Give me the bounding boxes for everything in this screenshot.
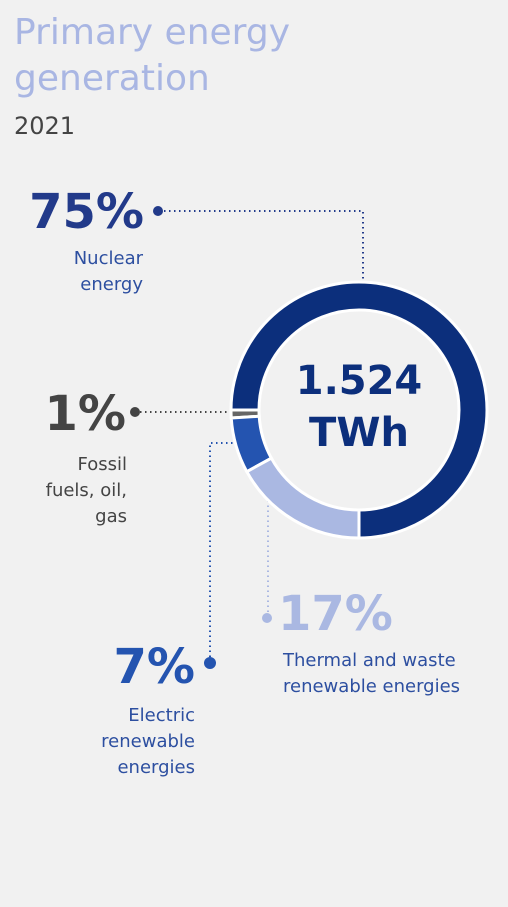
category-label: Thermal and waste renewable energies — [283, 650, 461, 697]
center-label: 1.524 TWh — [295, 358, 423, 456]
donut-segment — [244, 456, 361, 540]
chart-subtitle: 2021 — [14, 112, 76, 140]
category-label: Nuclear energy — [73, 248, 143, 295]
leader-line — [209, 442, 240, 657]
value-label: 75% — [29, 184, 144, 240]
chart-title: Primary energy generation — [14, 12, 290, 99]
marker-dot — [130, 407, 140, 417]
marker-dot — [153, 206, 163, 216]
marker-dot — [204, 657, 216, 669]
leaders — [140, 210, 364, 657]
category-label: Electric renewable energies — [101, 705, 195, 778]
marker-dot — [262, 613, 272, 623]
value-label: 7% — [113, 639, 196, 695]
donut — [229, 280, 489, 540]
leader-line — [164, 210, 364, 282]
donut-segment — [229, 280, 489, 540]
value-label: 17% — [278, 586, 393, 642]
value-label: 1% — [44, 386, 127, 442]
category-label: Fossil fuels, oil, gas — [45, 454, 127, 527]
